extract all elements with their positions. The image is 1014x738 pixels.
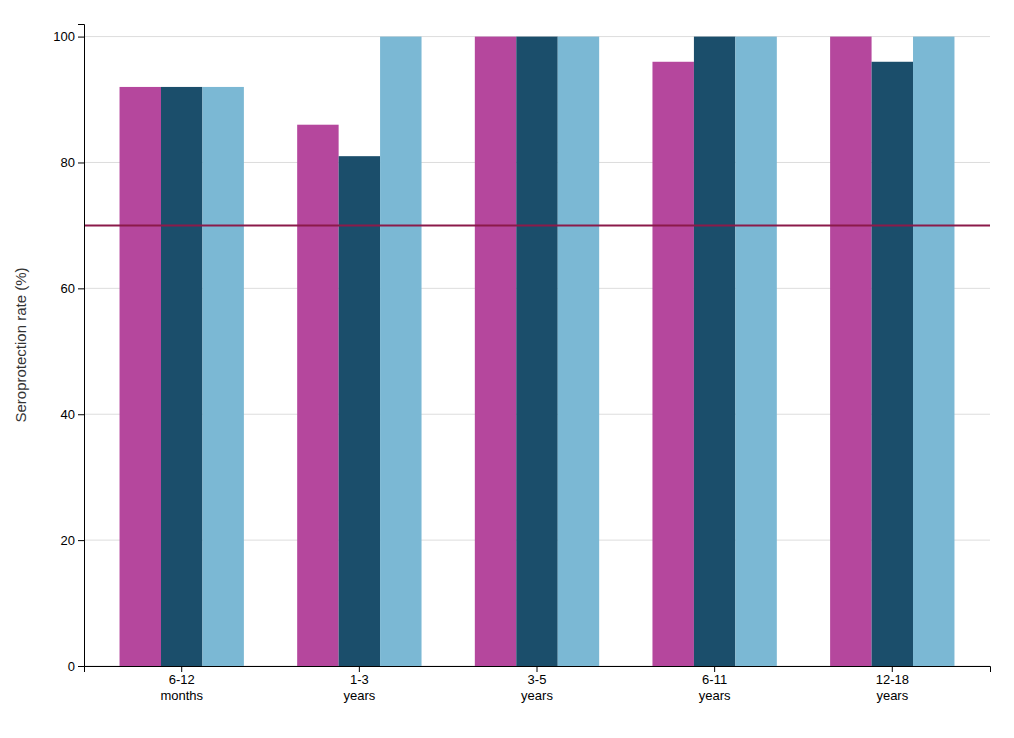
- x-axis: 6-12months1-3years3-5years6-11years12-18…: [85, 666, 991, 703]
- x-tick-label-line: years: [699, 688, 731, 703]
- bar: [380, 37, 421, 666]
- bar: [735, 37, 776, 666]
- y-tick-mark: [78, 37, 84, 38]
- chart-container: 0204060801006-12months1-3years3-5years6-…: [0, 0, 1014, 738]
- x-tick-label-line: 3-5: [528, 672, 547, 687]
- x-tick-label: 6-11years: [699, 672, 731, 703]
- y-tick-mark: [78, 540, 84, 541]
- bar-series: [202, 37, 954, 666]
- y-tick: 100: [53, 29, 84, 44]
- bar: [872, 62, 913, 666]
- x-axis-line: [85, 667, 991, 673]
- x-tick: 3-5years: [521, 666, 553, 703]
- x-tick-mark: [892, 666, 893, 672]
- x-tick: 1-3years: [343, 666, 375, 703]
- y-tick-label: 20: [61, 533, 75, 548]
- x-tick-mark: [359, 666, 360, 672]
- bar-series: [161, 37, 913, 666]
- grid: [84, 37, 990, 666]
- chart-svg: 0204060801006-12months1-3years3-5years6-…: [0, 0, 1014, 738]
- marks: [84, 37, 990, 666]
- x-tick-mark: [537, 666, 538, 672]
- x-tick-label-line: years: [521, 688, 553, 703]
- y-tick-label: 100: [53, 29, 75, 44]
- x-tick-label: 3-5years: [521, 672, 553, 703]
- bar: [202, 87, 243, 666]
- plot: 0204060801006-12months1-3years3-5years6-…: [12, 25, 991, 703]
- x-tick-label-line: years: [876, 688, 908, 703]
- y-tick-mark: [78, 666, 84, 667]
- y-tick: 20: [61, 533, 84, 548]
- y-tick: 40: [61, 407, 84, 422]
- y-tick-label: 0: [68, 659, 75, 674]
- y-tick: 80: [61, 155, 84, 170]
- x-tick: 6-12months: [160, 666, 203, 703]
- bar: [297, 125, 338, 666]
- bar: [120, 87, 161, 666]
- bar: [161, 87, 202, 666]
- y-axis: 0 20 40 60 80 100: [53, 25, 84, 674]
- y-tick-mark: [78, 414, 84, 415]
- x-tick-label-line: years: [343, 688, 375, 703]
- x-tick-label-line: 12-18: [876, 672, 909, 687]
- x-tick-label-line: 1-3: [350, 672, 369, 687]
- y-tick-label: 60: [61, 281, 75, 296]
- x-tick-label-line: 6-12: [169, 672, 195, 687]
- bar: [694, 37, 735, 666]
- x-tick-label-line: 6-11: [702, 672, 727, 687]
- y-axis-line: [78, 25, 85, 667]
- y-tick-label: 40: [61, 407, 75, 422]
- y-tick-label: 80: [61, 155, 75, 170]
- bar-series: [120, 37, 872, 666]
- y-axis-title: Seroprotection rate (%): [12, 267, 29, 422]
- x-tick-label: 6-12months: [160, 672, 203, 703]
- bar: [830, 37, 871, 666]
- y-tick-mark: [78, 162, 84, 163]
- x-tick: 6-11years: [699, 666, 731, 703]
- bar: [913, 37, 954, 666]
- bar: [516, 37, 557, 666]
- bar: [339, 156, 380, 666]
- bar: [475, 37, 516, 666]
- bar: [558, 37, 599, 666]
- x-tick-mark: [714, 666, 715, 672]
- y-tick: 0: [68, 659, 84, 674]
- threshold-line: [84, 224, 990, 226]
- x-tick: 12-18years: [876, 666, 909, 703]
- x-tick-label-line: months: [160, 688, 203, 703]
- y-tick: 60: [61, 281, 84, 296]
- x-tick-label: 1-3years: [343, 672, 375, 703]
- x-tick-label: 12-18years: [876, 672, 909, 703]
- y-tick-mark: [78, 288, 84, 289]
- x-tick-mark: [181, 666, 182, 672]
- bar: [652, 62, 693, 666]
